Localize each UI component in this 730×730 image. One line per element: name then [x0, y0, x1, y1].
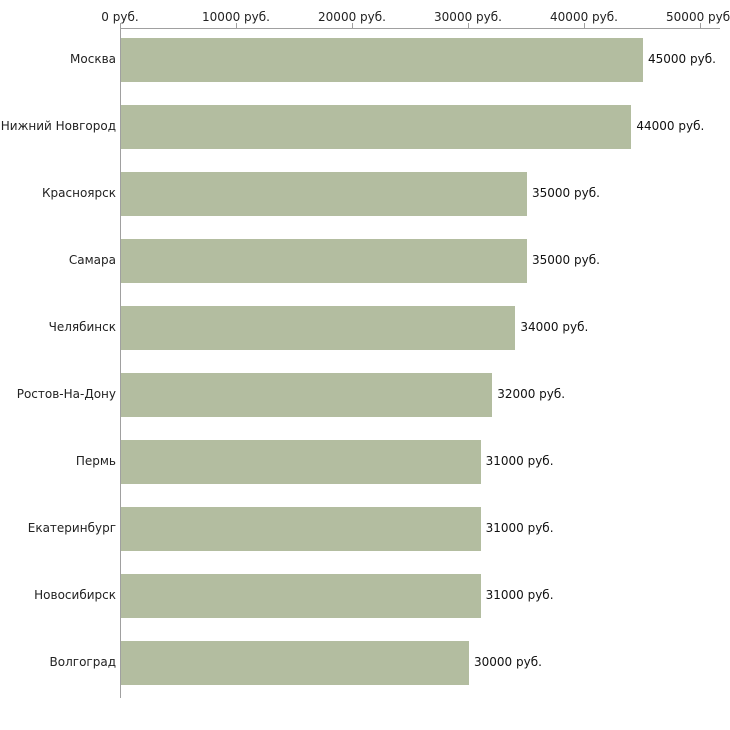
bar: [121, 38, 643, 82]
value-label: 31000 руб.: [485, 521, 554, 535]
value-label: 44000 руб.: [636, 119, 705, 133]
bar: [121, 239, 527, 283]
x-tick-label: 20000 руб.: [318, 10, 386, 24]
x-tick-label: 0 руб.: [101, 10, 139, 24]
x-tick-mark: [584, 23, 585, 28]
y-axis-line: [120, 28, 121, 698]
bar: [121, 507, 481, 551]
value-label: 31000 руб.: [485, 588, 554, 602]
x-tick-label: 30000 руб.: [434, 10, 502, 24]
x-tick-mark: [352, 23, 353, 28]
category-label: Волгоград: [49, 655, 116, 669]
category-label: Ростов-На-Дону: [16, 387, 116, 401]
category-label: Москва: [70, 52, 116, 66]
category-label: Пермь: [75, 454, 116, 468]
bar: [121, 172, 527, 216]
x-tick-mark: [468, 23, 469, 28]
category-label: Челябинск: [48, 320, 116, 334]
bar: [121, 641, 469, 685]
value-label: 32000 руб.: [497, 387, 566, 401]
category-label: Самара: [68, 253, 116, 267]
x-tick-label: 10000 руб.: [202, 10, 270, 24]
category-label: Екатеринбург: [27, 521, 116, 535]
x-tick-label: 40000 руб.: [550, 10, 618, 24]
bar: [121, 105, 632, 149]
category-label: Нижний Новгород: [0, 119, 116, 133]
category-label: Красноярск: [42, 186, 116, 200]
value-label: 31000 руб.: [485, 454, 554, 468]
x-tick-mark: [120, 23, 121, 28]
x-axis-line: [120, 28, 720, 29]
bar: [121, 373, 493, 417]
bar: [121, 574, 481, 618]
bar: [121, 440, 481, 484]
x-tick-mark: [700, 23, 701, 28]
value-label: 30000 руб.: [474, 655, 542, 669]
value-label: 35000 руб.: [532, 186, 600, 200]
value-label: 45000 руб.: [648, 52, 716, 66]
value-label: 34000 руб.: [520, 320, 589, 334]
value-label: 35000 руб.: [532, 253, 600, 267]
bar: [121, 306, 516, 350]
x-tick-label: 50000 руб.: [666, 10, 730, 24]
category-label: Новосибирск: [34, 588, 116, 602]
x-tick-mark: [236, 23, 237, 28]
